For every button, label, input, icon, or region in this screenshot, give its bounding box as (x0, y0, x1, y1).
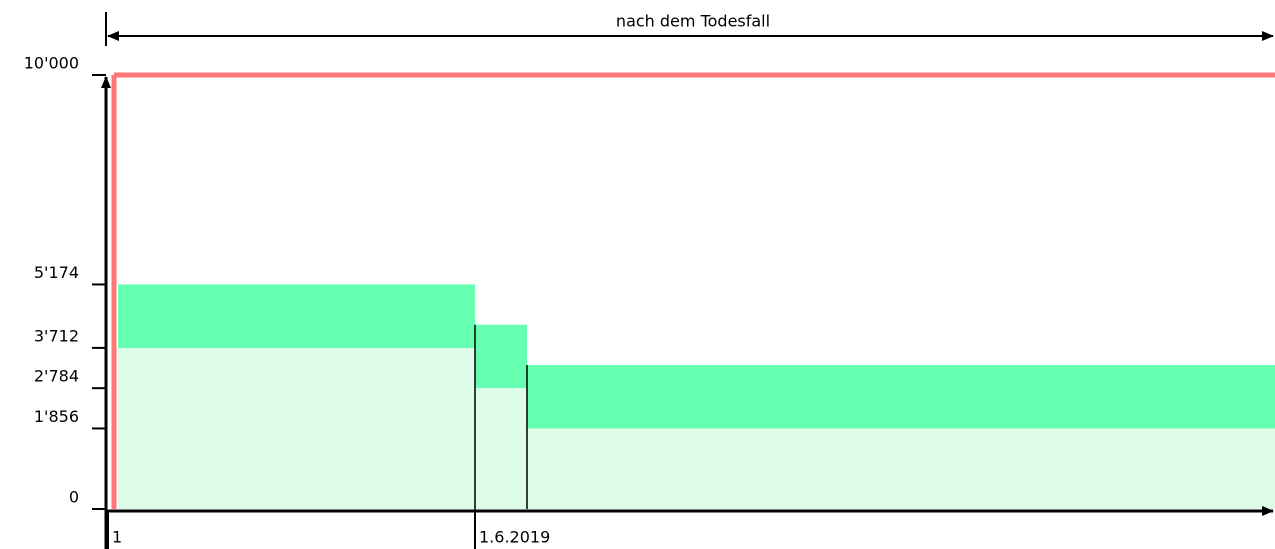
y-tick-label: 3'712 (34, 326, 79, 345)
y-tick-label: 10'000 (24, 54, 79, 73)
segment (527, 364, 1275, 429)
y-tick-label: 2'784 (34, 367, 79, 386)
segment (475, 324, 527, 389)
plot (118, 284, 1275, 549)
y-tick-label: 1'856 (34, 407, 79, 426)
y-tick-label: 5'174 (34, 263, 79, 282)
segment (118, 347, 475, 509)
segment (118, 284, 475, 348)
y-tick-label: 0 (69, 488, 79, 507)
x-tick-label: 1 (112, 528, 122, 547)
segment (527, 428, 1275, 509)
segment (475, 388, 527, 509)
annotation: nach dem Todesfall (616, 12, 770, 31)
x-tick-label: 1.6.2019 (479, 528, 550, 547)
